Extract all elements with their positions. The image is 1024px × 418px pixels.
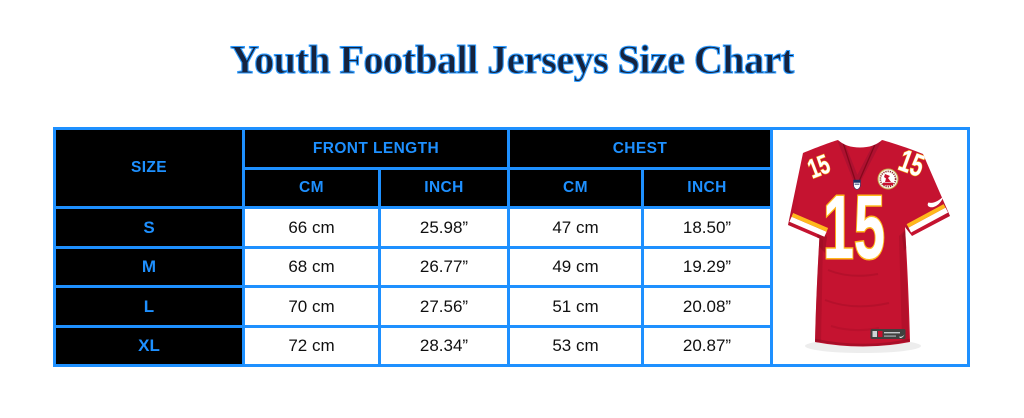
jersey-chest-number: 15 — [823, 178, 885, 278]
unit-cell-front-cm: CM — [245, 169, 378, 206]
jersey-graphic: 15 15 15 — [788, 140, 950, 353]
value-cell: 70 cm — [245, 288, 378, 325]
value-cell: 25.98” — [381, 209, 507, 246]
value-cell: 47 cm — [510, 209, 641, 246]
header-cell-size: SIZE — [56, 130, 242, 206]
mesh-panel-right — [899, 230, 909, 342]
collar-back-strip — [845, 140, 875, 146]
value-cell: 66 cm — [245, 209, 378, 246]
value-cell: 53 cm — [510, 327, 641, 364]
size-cell: M — [56, 248, 242, 285]
value-cell: 72 cm — [245, 327, 378, 364]
page-title: Youth Football Jerseys Size Chart — [230, 36, 795, 82]
value-cell: 27.56” — [381, 288, 507, 325]
sleeve-stripe-gold-left — [791, 213, 829, 232]
size-cell: S — [56, 209, 242, 246]
sleeve-stripe-gold-right — [906, 204, 946, 228]
value-cell: 51 cm — [510, 288, 641, 325]
nfl-shield-logo — [853, 179, 861, 190]
value-cell: 18.50” — [644, 209, 770, 246]
nike-swoosh-icon — [927, 196, 944, 208]
size-cell: L — [56, 288, 242, 325]
value-cell: 20.87” — [644, 327, 770, 364]
header-cell-chest: CHEST — [510, 130, 770, 167]
sleeve-stripe-white-right — [908, 207, 949, 233]
value-cell: 26.77” — [381, 248, 507, 285]
value-cell: 49 cm — [510, 248, 641, 285]
sleeve-stripe-white-left — [789, 216, 827, 237]
value-cell: 19.29” — [644, 248, 770, 285]
value-cell: 68 cm — [245, 248, 378, 285]
unit-cell-front-inch: INCH — [381, 169, 507, 206]
unit-cell-chest-inch: INCH — [644, 169, 770, 206]
size-chart-board: SIZE FRONT LENGTH CHEST CM INCH CM INCH … — [53, 127, 970, 367]
value-cell: 28.34” — [381, 327, 507, 364]
jock-tag — [870, 329, 906, 339]
jersey-photo-box: 15 15 15 — [770, 127, 970, 367]
size-cell: XL — [56, 327, 242, 364]
team-patch — [877, 168, 899, 190]
header-cell-front-length: FRONT LENGTH — [245, 130, 507, 167]
value-cell: 20.08” — [644, 288, 770, 325]
unit-cell-chest-cm: CM — [510, 169, 641, 206]
size-chart-table: SIZE FRONT LENGTH CHEST CM INCH CM INCH … — [53, 127, 773, 367]
